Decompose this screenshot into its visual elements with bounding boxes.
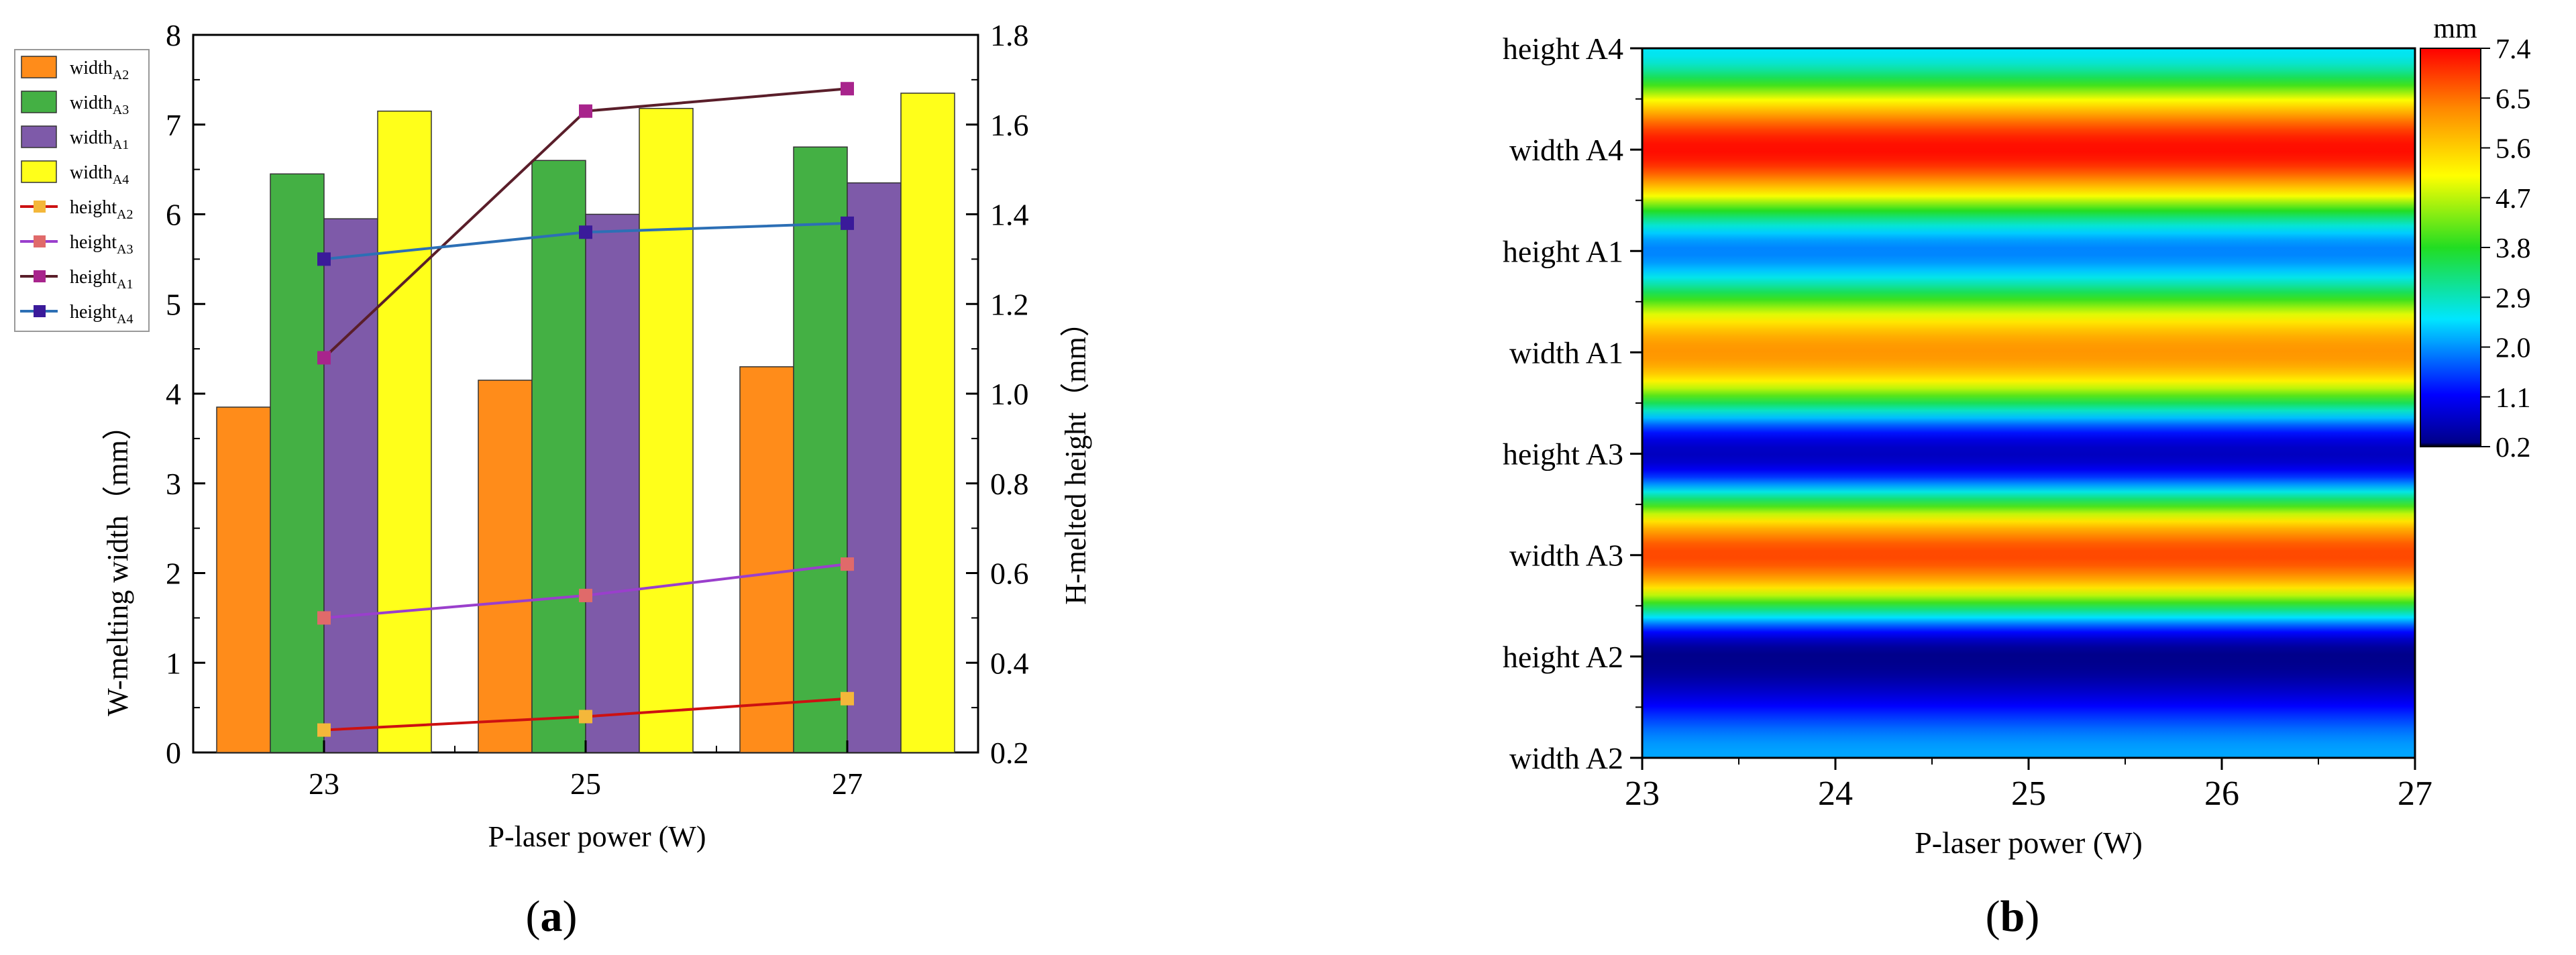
point-heightA1-27 bbox=[841, 82, 854, 96]
y2-tick-label: 1.2 bbox=[990, 287, 1029, 321]
bar-widthA4-25 bbox=[639, 107, 694, 753]
legend: widthA2widthA3widthA1widthA4heightA2heig… bbox=[14, 49, 150, 332]
legend-swatch-widthA2 bbox=[21, 56, 57, 78]
bar-widthA4-27 bbox=[900, 93, 955, 753]
point-heightA4-23 bbox=[317, 252, 331, 266]
legend-marker-heightA4 bbox=[34, 305, 46, 317]
x-axis-title: P-laser power (W) bbox=[488, 820, 706, 853]
y-tick-label: height A1 bbox=[1503, 234, 1623, 268]
legend-marker-heightA1 bbox=[34, 270, 46, 282]
y-tick-label: width A3 bbox=[1509, 539, 1623, 573]
y-tick-label: 0 bbox=[166, 736, 181, 770]
x-tick-label: 27 bbox=[832, 767, 863, 801]
point-heightA4-25 bbox=[579, 225, 592, 239]
panel-label-a: (a) bbox=[526, 892, 578, 941]
legend-marker-heightA3 bbox=[34, 235, 46, 247]
colorbar-title: mm bbox=[2433, 13, 2477, 44]
point-heightA2-23 bbox=[317, 723, 331, 737]
y2-axis-title: H-melted height（mm） bbox=[1059, 307, 1092, 605]
y2-tick-label: 0.6 bbox=[990, 557, 1029, 591]
y-axis-title: W-melting width（mm） bbox=[101, 410, 134, 716]
bar-widthA3-23 bbox=[270, 173, 325, 753]
legend-swatch-widthA3 bbox=[21, 91, 57, 113]
colorbar-tick-label: 0.2 bbox=[2496, 433, 2531, 463]
x-tick-label: 26 bbox=[2204, 775, 2239, 813]
y-tick-label: 4 bbox=[166, 377, 181, 411]
colorbar-tick-label: 5.6 bbox=[2496, 134, 2531, 165]
x-tick-label: 27 bbox=[2398, 775, 2432, 813]
y-tick-label: width A1 bbox=[1509, 335, 1623, 370]
point-heightA3-27 bbox=[841, 557, 854, 571]
x-axis-title: P-laser power (W) bbox=[1915, 826, 2143, 860]
colorbar: mm 0.2 1.1 2.0 2.9 3.8 4.7 5.6 6.5 7.4 bbox=[2420, 13, 2531, 463]
bar-widthA4-23 bbox=[377, 110, 432, 753]
x-tick-label: 23 bbox=[1625, 775, 1660, 813]
y-tick-label: width A2 bbox=[1509, 741, 1623, 775]
x-tick-label: 25 bbox=[570, 767, 601, 801]
colorbar-tick-label: 4.7 bbox=[2496, 184, 2531, 215]
bar-widthA2-25 bbox=[478, 380, 533, 753]
y2-tick-label: 0.4 bbox=[990, 646, 1029, 680]
bar-widthA3-27 bbox=[793, 146, 848, 753]
point-heightA3-23 bbox=[317, 611, 331, 625]
y-tick-label: 3 bbox=[166, 467, 181, 501]
legend-swatch-widthA4 bbox=[21, 160, 57, 183]
heatmap bbox=[1642, 48, 2415, 758]
y-tick-label: 2 bbox=[166, 557, 181, 591]
colorbar-tick-label: 2.9 bbox=[2496, 283, 2531, 314]
point-heightA4-27 bbox=[841, 216, 854, 230]
legend-marker-heightA2 bbox=[34, 201, 46, 213]
y2-tick-label: 0.8 bbox=[990, 467, 1029, 501]
y2-tick-label: 1.4 bbox=[990, 198, 1029, 232]
y2-tick-label: 0.2 bbox=[990, 736, 1029, 770]
point-heightA1-23 bbox=[317, 351, 331, 365]
colorbar-tick-label: 3.8 bbox=[2496, 233, 2531, 264]
colorbar-tick-label: 2.0 bbox=[2496, 333, 2531, 364]
bar-widthA2-23 bbox=[216, 406, 271, 753]
bar-widthA1-23 bbox=[323, 218, 378, 753]
panel-label-b: (b) bbox=[1986, 892, 2040, 941]
point-heightA2-25 bbox=[579, 710, 592, 724]
x-tick-label: 23 bbox=[309, 767, 339, 801]
bar-widthA1-27 bbox=[847, 182, 902, 753]
legend-swatch-widthA1 bbox=[21, 125, 57, 148]
y-tick-label: height A2 bbox=[1503, 640, 1623, 674]
y-tick-label: 5 bbox=[166, 287, 181, 321]
y2-tick-label: 1.6 bbox=[990, 108, 1029, 142]
y2-tick-label: 1.8 bbox=[990, 18, 1029, 52]
bar-widthA3-25 bbox=[531, 160, 586, 753]
bar-widthA1-25 bbox=[585, 213, 640, 753]
colorbar-tick-label: 6.5 bbox=[2496, 84, 2531, 115]
bar-widthA2-27 bbox=[739, 366, 794, 753]
heatmap-field bbox=[1642, 48, 2415, 758]
point-heightA3-25 bbox=[579, 588, 592, 602]
x-tick-label: 24 bbox=[1818, 775, 1853, 813]
point-heightA1-25 bbox=[579, 104, 592, 118]
y-tick-label: 7 bbox=[166, 108, 181, 142]
chart-b: width A2 height A2 width A3 height A3 width … bbox=[1503, 13, 2531, 941]
y-tick-label: 6 bbox=[166, 198, 181, 232]
y-tick-label: 1 bbox=[166, 646, 181, 680]
legend-label-heightA4: heightA4 bbox=[70, 302, 133, 327]
legend-label-widthA1: widthA1 bbox=[70, 127, 129, 152]
y-tick-label: 8 bbox=[166, 18, 181, 52]
y-tick-label: height A3 bbox=[1503, 437, 1623, 471]
colorbar-tick-label: 1.1 bbox=[2496, 383, 2531, 414]
y2-tick-label: 1.0 bbox=[990, 377, 1029, 411]
y-tick-label: width A4 bbox=[1509, 133, 1623, 167]
point-heightA2-27 bbox=[841, 691, 854, 706]
y-tick-label: height A4 bbox=[1503, 32, 1623, 66]
colorbar-scale bbox=[2420, 48, 2481, 447]
colorbar-tick-label: 7.4 bbox=[2496, 34, 2531, 65]
x-tick-label: 25 bbox=[2011, 775, 2046, 813]
